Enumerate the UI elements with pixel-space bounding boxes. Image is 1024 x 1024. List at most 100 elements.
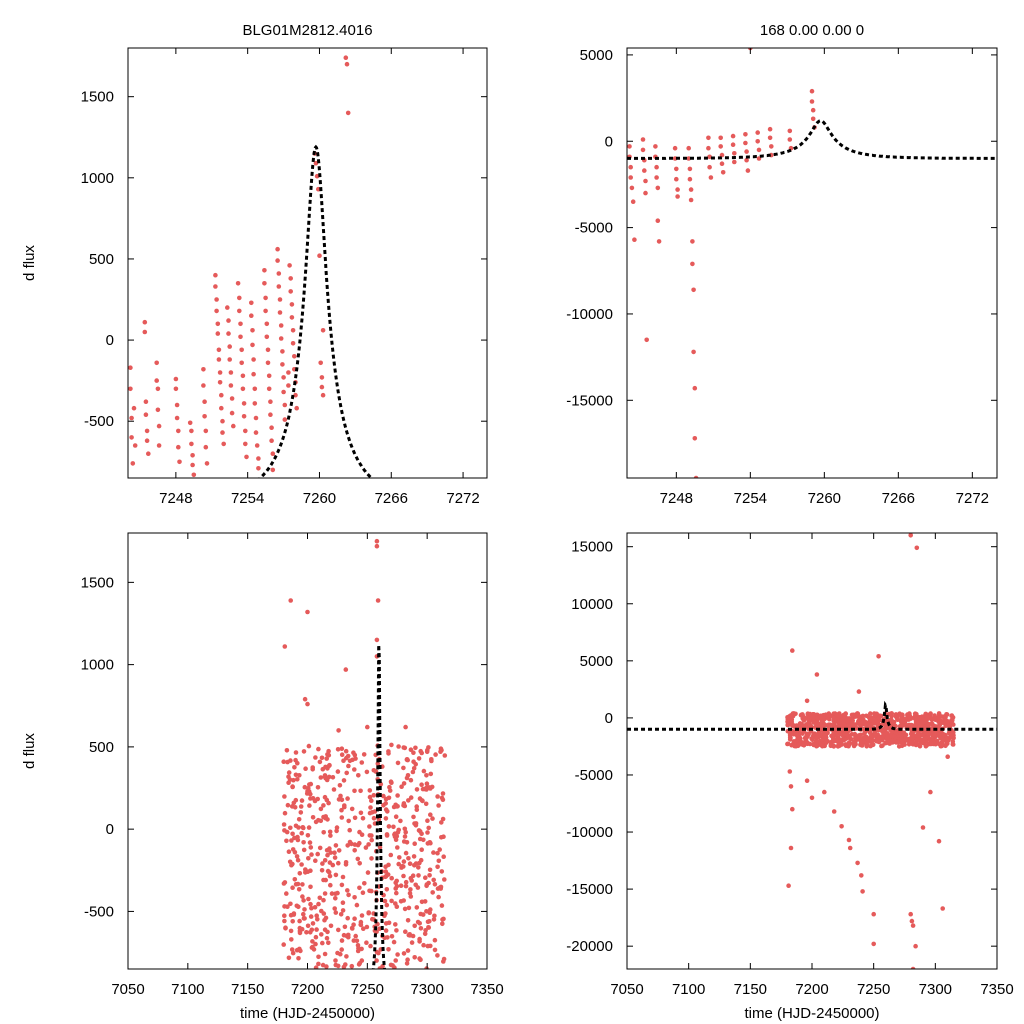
data-point <box>310 921 316 926</box>
data-point <box>357 861 363 866</box>
data-point <box>288 912 294 918</box>
data-point <box>302 907 307 912</box>
data-point <box>432 947 438 953</box>
data-point <box>393 901 398 906</box>
y-tick-label: 10000 <box>571 596 613 613</box>
data-point <box>281 881 287 886</box>
x-axis-label: time (HJD-2450000) <box>240 1005 375 1022</box>
data-point <box>334 828 339 834</box>
data-point <box>936 719 941 724</box>
data-point <box>281 389 286 395</box>
data-point <box>707 164 712 170</box>
data-point <box>672 145 678 151</box>
data-point <box>378 781 384 787</box>
data-point <box>317 895 323 901</box>
data-point <box>296 817 302 822</box>
data-point <box>375 761 381 766</box>
data-point <box>427 873 432 878</box>
data-point <box>336 797 342 802</box>
data-point <box>312 798 318 804</box>
data-point <box>875 732 880 737</box>
data-point <box>387 784 392 790</box>
data-point <box>296 887 302 892</box>
data-point <box>296 956 301 961</box>
data-point <box>416 756 422 761</box>
data-point <box>791 739 797 745</box>
data-point <box>430 890 436 895</box>
data-point <box>369 833 374 838</box>
data-point <box>339 882 345 888</box>
data-point <box>730 142 736 147</box>
data-point <box>943 743 948 749</box>
data-point <box>321 877 326 883</box>
data-point <box>842 737 848 742</box>
data-point <box>413 882 419 888</box>
data-point <box>269 425 274 431</box>
data-point <box>408 887 413 892</box>
data-point <box>308 781 314 787</box>
data-point <box>300 894 305 899</box>
data-point <box>299 830 305 836</box>
data-point <box>706 135 711 141</box>
data-point <box>316 901 321 907</box>
data-point <box>882 722 888 727</box>
plot-frame <box>626 532 998 970</box>
data-point <box>281 822 287 827</box>
data-point <box>384 887 390 892</box>
data-point <box>281 942 287 947</box>
data-point <box>342 804 347 810</box>
data-point <box>423 801 429 807</box>
data-point <box>292 835 297 841</box>
data-point <box>358 919 364 925</box>
data-point <box>428 840 433 846</box>
data-point <box>405 957 410 962</box>
data-point <box>871 738 876 743</box>
data-point <box>294 405 300 411</box>
data-point <box>943 723 948 728</box>
data-point <box>265 347 271 353</box>
data-point <box>320 392 326 398</box>
data-point <box>295 857 301 863</box>
data-point <box>336 860 341 866</box>
data-point <box>322 773 328 778</box>
data-point <box>674 176 679 182</box>
data-point <box>320 940 325 946</box>
data-point <box>335 890 340 896</box>
data-point <box>399 784 404 789</box>
data-point <box>404 757 410 762</box>
data-point <box>428 771 434 777</box>
x-tick-label: 7150 <box>231 981 264 998</box>
data-point <box>357 885 362 891</box>
data-point <box>893 740 899 745</box>
data-point <box>367 788 373 793</box>
data-point <box>326 763 332 769</box>
data-point <box>384 832 390 837</box>
data-point <box>811 712 817 717</box>
data-point <box>286 849 292 854</box>
data-point <box>349 963 355 969</box>
data-point <box>790 648 795 653</box>
data-point <box>243 441 248 447</box>
y-axis-label: d flux <box>21 733 38 769</box>
data-point <box>349 806 355 812</box>
data-points <box>281 538 448 969</box>
data-point <box>290 919 296 924</box>
data-point <box>284 838 289 844</box>
data-point <box>129 435 134 440</box>
data-point <box>933 741 938 747</box>
data-point <box>846 837 852 843</box>
data-point <box>910 735 915 741</box>
data-point <box>902 719 908 724</box>
model-curve <box>627 700 997 731</box>
data-point <box>251 357 256 362</box>
data-point <box>315 785 321 790</box>
data-point <box>190 462 195 468</box>
data-point <box>191 472 197 478</box>
data-point <box>338 793 343 799</box>
data-point <box>346 763 351 769</box>
data-point <box>142 319 148 325</box>
data-point <box>287 859 293 865</box>
data-point <box>914 711 919 717</box>
data-point <box>432 882 438 887</box>
data-point <box>406 798 411 803</box>
